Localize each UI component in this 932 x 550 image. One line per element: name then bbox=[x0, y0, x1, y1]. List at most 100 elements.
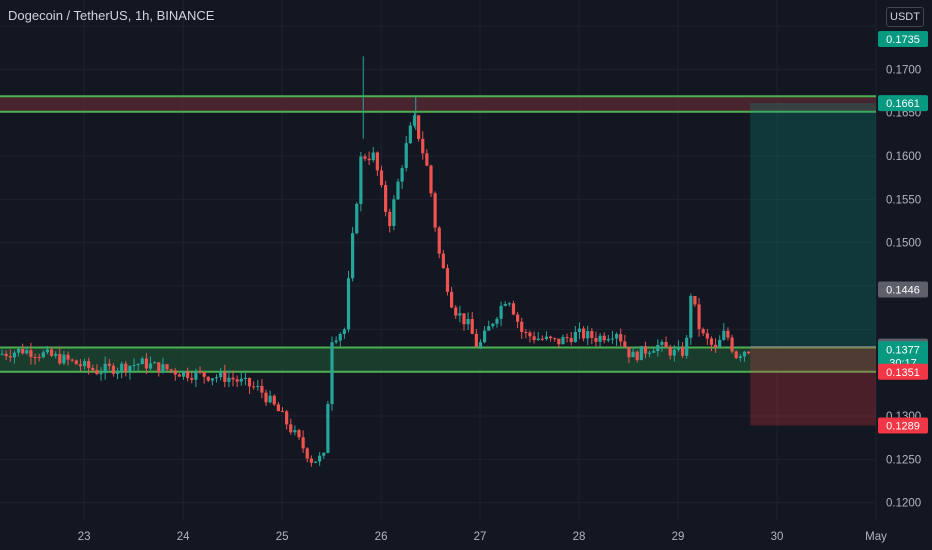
candle-body bbox=[144, 358, 149, 369]
candle-body bbox=[21, 348, 25, 354]
candle-body bbox=[243, 377, 247, 379]
candle-body bbox=[181, 371, 186, 377]
y-tick-label: 0.1600 bbox=[886, 151, 921, 163]
candle-body bbox=[602, 335, 606, 341]
candle-body bbox=[429, 165, 433, 194]
candle-body bbox=[470, 318, 474, 334]
candle-body bbox=[334, 340, 338, 343]
candle-body bbox=[450, 291, 454, 308]
currency-button[interactable]: USDT bbox=[886, 7, 924, 27]
candle-body bbox=[285, 411, 289, 425]
candle-body bbox=[136, 364, 140, 366]
price-badge bbox=[878, 341, 928, 358]
candle-body bbox=[157, 362, 161, 373]
candle-body bbox=[66, 354, 70, 360]
position-target-area[interactable] bbox=[750, 103, 876, 347]
candle-body bbox=[289, 424, 293, 433]
candle-body bbox=[194, 371, 198, 380]
candle-body bbox=[478, 342, 483, 347]
candle-body bbox=[99, 372, 103, 375]
candle-body bbox=[379, 170, 384, 186]
candle-body bbox=[87, 361, 91, 369]
candles bbox=[0, 56, 751, 467]
time-axis[interactable]: 23 24 25 26 27 28 29 30 May bbox=[78, 531, 887, 543]
candle-body bbox=[697, 304, 701, 330]
candle-body bbox=[49, 349, 54, 356]
candle-body bbox=[417, 115, 421, 139]
candle-body bbox=[627, 346, 631, 358]
candle-body bbox=[198, 371, 202, 373]
candle-body bbox=[639, 346, 643, 361]
candle-body bbox=[569, 338, 573, 343]
price-badge bbox=[878, 363, 928, 380]
candle-body bbox=[91, 368, 95, 371]
candle-body bbox=[140, 358, 144, 365]
candle-body bbox=[718, 339, 722, 348]
candle-body bbox=[586, 331, 590, 339]
candle-body bbox=[58, 353, 62, 364]
symbol-title[interactable]: Dogecoin / TetherUS, 1h, BINANCE bbox=[8, 8, 215, 23]
y-tick-label: 0.1550 bbox=[886, 194, 921, 206]
candle-body bbox=[511, 303, 516, 315]
candle-body bbox=[660, 342, 664, 345]
x-tick-label: 30 bbox=[771, 531, 784, 543]
candle-body bbox=[4, 353, 8, 357]
candle-body bbox=[338, 333, 342, 341]
candle-body bbox=[540, 338, 544, 340]
price-labels: 0.17350.16610.14460.13800.137730:170.135… bbox=[878, 31, 928, 434]
candle-body bbox=[652, 351, 656, 353]
candle-body bbox=[458, 313, 462, 316]
candle-body bbox=[161, 364, 165, 373]
candle-body bbox=[124, 363, 128, 372]
candle-body bbox=[664, 342, 668, 348]
candle-body bbox=[206, 376, 210, 381]
candle-body bbox=[62, 354, 66, 364]
candle-body bbox=[421, 138, 425, 154]
candle-body bbox=[722, 330, 726, 340]
candle-body bbox=[107, 363, 111, 366]
candle-body bbox=[132, 364, 136, 366]
candle-body bbox=[726, 330, 730, 338]
candle-body bbox=[462, 313, 466, 325]
candle-body bbox=[268, 395, 272, 403]
candle-body bbox=[503, 303, 507, 306]
position-stop-area[interactable] bbox=[750, 346, 876, 426]
candle-body bbox=[29, 350, 33, 358]
candle-body bbox=[445, 268, 450, 292]
price-badge bbox=[878, 95, 928, 112]
candle-body bbox=[610, 338, 615, 340]
candle-body bbox=[466, 318, 470, 325]
candle-body bbox=[565, 337, 569, 339]
candle-body bbox=[260, 385, 264, 393]
candle-body bbox=[396, 181, 400, 200]
candle-body bbox=[202, 372, 206, 377]
price-badge-label: 0.1661 bbox=[886, 98, 920, 110]
candle-body bbox=[326, 404, 330, 453]
candle-body bbox=[631, 351, 635, 358]
candle-body bbox=[276, 404, 280, 412]
candle-body bbox=[656, 344, 660, 352]
candle-body bbox=[544, 336, 549, 340]
candle-body bbox=[177, 374, 182, 377]
candle-body bbox=[8, 356, 12, 358]
candle-body bbox=[252, 386, 256, 388]
candle-body bbox=[647, 352, 652, 354]
candle-body bbox=[330, 342, 334, 405]
candle-body bbox=[297, 430, 301, 438]
candle-body bbox=[598, 335, 602, 342]
candle-body bbox=[738, 356, 742, 358]
candle-body bbox=[210, 378, 215, 381]
candle-body bbox=[346, 278, 351, 330]
price-badge-label: 0.1351 bbox=[886, 367, 920, 379]
candle-body bbox=[495, 318, 499, 324]
candle-body bbox=[272, 395, 276, 405]
candle-body bbox=[247, 377, 252, 387]
position-tool[interactable] bbox=[750, 103, 876, 426]
candle-body bbox=[239, 378, 243, 382]
candle-body bbox=[676, 347, 681, 350]
candle-body bbox=[318, 455, 322, 462]
candle-body bbox=[672, 349, 676, 356]
candle-body bbox=[120, 363, 124, 371]
candle-body bbox=[173, 370, 177, 375]
